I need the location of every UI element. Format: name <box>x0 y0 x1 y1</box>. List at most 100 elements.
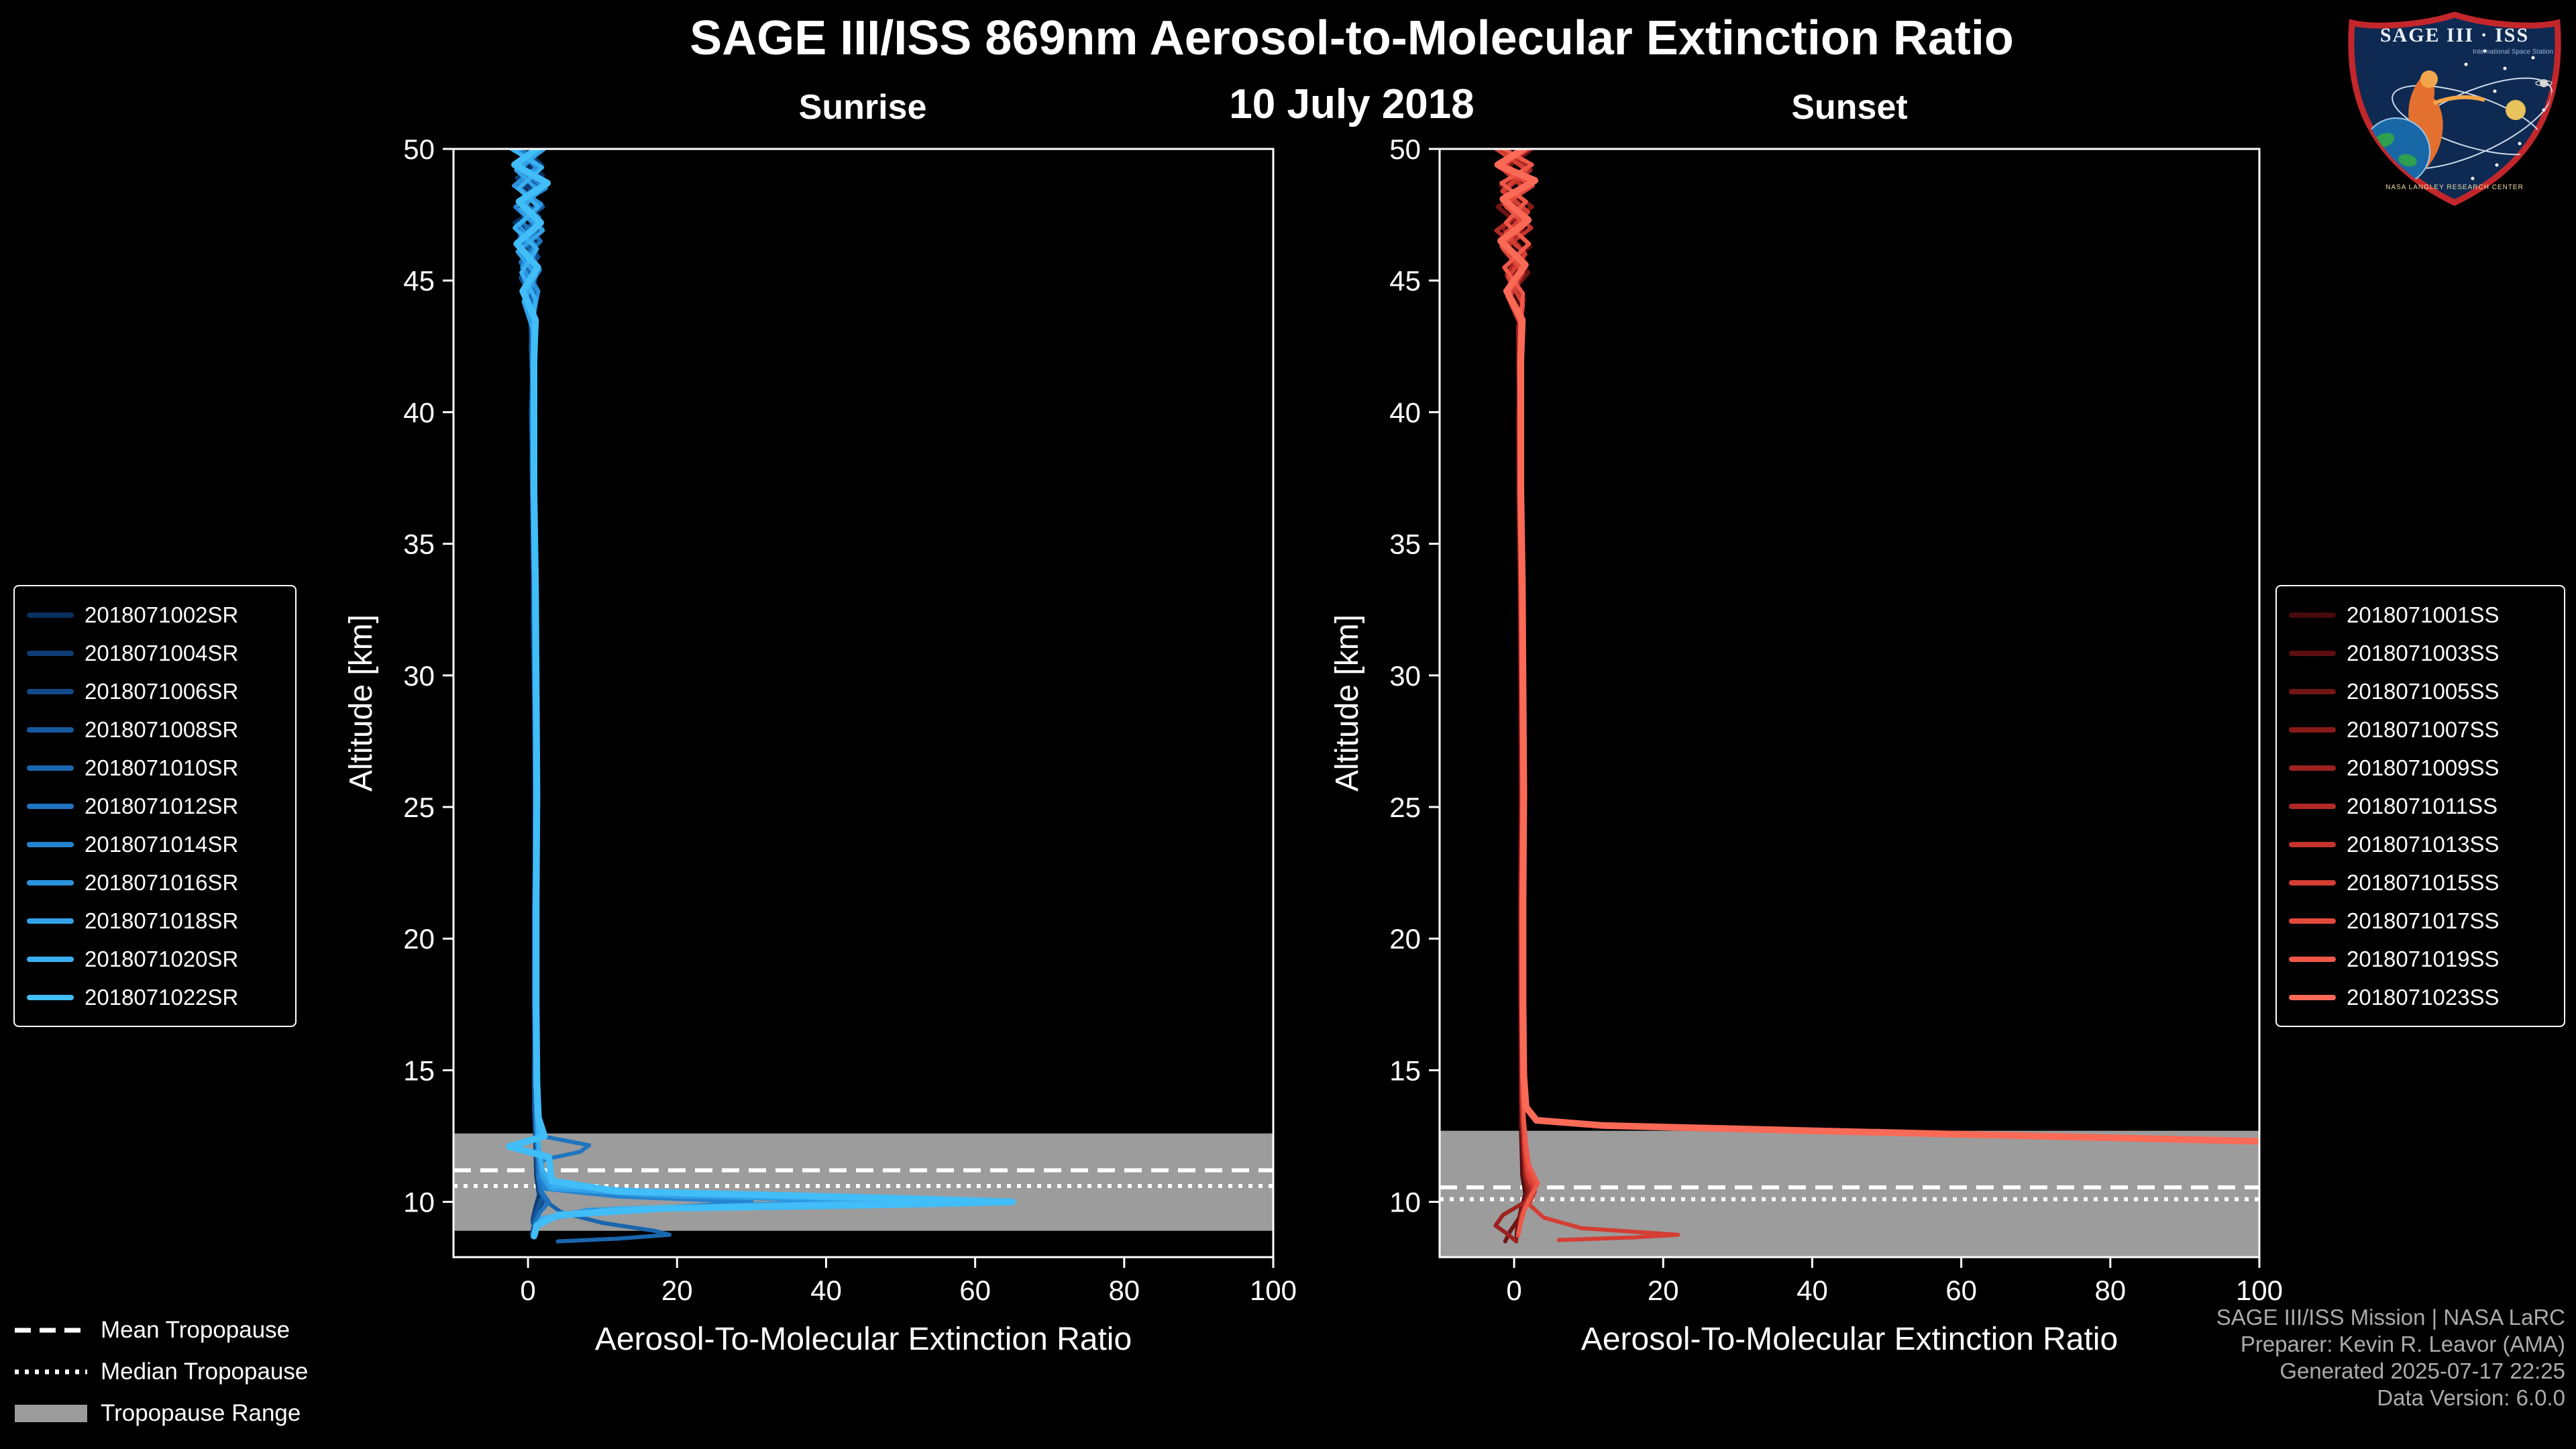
y-tick-label: 50 <box>403 133 435 165</box>
x-tick-label: 0 <box>520 1275 535 1306</box>
x-tick-label: 20 <box>661 1275 693 1306</box>
logo-ring-text: NASA LANGLEY RESEARCH CENTER <box>2385 184 2524 191</box>
legend-label: 2018071008SR <box>85 716 239 742</box>
y-tick-label: 10 <box>1389 1187 1421 1218</box>
credits: SAGE III/ISS Mission | NASA LaRC Prepare… <box>2216 1304 2565 1411</box>
legend-item: 2018071020SR <box>27 940 283 978</box>
logo-earth-icon <box>2362 117 2430 186</box>
x-tick-label: 40 <box>810 1275 842 1306</box>
dotted-line-icon <box>15 1369 87 1375</box>
x-tick-label: 100 <box>2236 1275 2283 1306</box>
legend-item: 2018071005SS <box>2289 672 2552 710</box>
x-tick-label: 60 <box>959 1275 991 1306</box>
legend-swatch-icon <box>27 803 74 809</box>
legend-item: 2018071003SS <box>2289 634 2552 672</box>
profile-line-2018071014SR <box>513 149 754 1236</box>
dashed-line-icon <box>15 1328 87 1333</box>
legend-item: 2018071013SS <box>2289 825 2552 863</box>
y-tick-label: 40 <box>1389 396 1421 428</box>
median-tropopause-label: Median Tropopause <box>101 1358 309 1385</box>
credits-data-version: Data Version: 6.0.0 <box>2377 1385 2565 1410</box>
sunset-legend: 2018071001SS 2018071003SS 2018071005SS 2018… <box>2275 585 2565 1027</box>
legend-item: 2018071023SS <box>2289 978 2552 1016</box>
profile-line-2018071023SS <box>1494 149 2259 1145</box>
y-tick-label: 35 <box>403 529 435 560</box>
legend-swatch-icon <box>2289 994 2336 1000</box>
y-tick-label: 35 <box>1389 529 1421 560</box>
legend-item: 2018071014SR <box>27 825 283 863</box>
legend-item: 2018071011SS <box>2289 787 2552 825</box>
legend-label: 2018071010SR <box>85 755 239 780</box>
credits-preparer: Preparer: Kevin R. Leavor (AMA) <box>2240 1332 2565 1356</box>
legend-item: 2018071007SS <box>2289 710 2552 749</box>
legend-swatch-icon <box>2289 841 2336 847</box>
legend-swatch-icon <box>2289 879 2336 885</box>
legend-item: 2018071022SR <box>27 978 283 1016</box>
median-tropopause-legend-item: Median Tropopause <box>13 1351 308 1393</box>
legend-label: 2018071011SS <box>2347 793 2498 818</box>
legend-swatch-icon <box>27 727 74 733</box>
legend-item: 2018071017SS <box>2289 902 2552 940</box>
x-tick-label: 100 <box>1250 1275 1297 1306</box>
legend-label: 2018071002SR <box>85 602 239 627</box>
y-tick-label: 15 <box>403 1055 435 1086</box>
legend-label: 2018071016SR <box>85 869 239 895</box>
y-tick-label: 30 <box>403 660 435 692</box>
legend-label: 2018071009SS <box>2347 755 2500 780</box>
y-tick-label: 30 <box>1389 660 1421 692</box>
legend-item: 2018071001SS <box>2289 596 2552 634</box>
sunrise-panel-title: Sunrise <box>798 88 927 127</box>
tropopause-range-legend-item: Tropopause Range <box>13 1393 308 1434</box>
legend-label: 2018071006SR <box>85 678 239 704</box>
x-axis-label: Aerosol-To-Molecular Extinction Ratio <box>595 1322 1132 1357</box>
legend-swatch-icon <box>27 956 74 962</box>
legend-item: 2018071006SR <box>27 672 283 710</box>
x-axis-label: Aerosol-To-Molecular Extinction Ratio <box>1581 1322 2118 1357</box>
legend-swatch-icon <box>27 918 74 924</box>
legend-label: 2018071012SR <box>85 793 239 818</box>
logo-subtitle: International Space Station <box>2473 48 2553 56</box>
y-tick-label: 20 <box>403 923 435 955</box>
y-tick-label: 50 <box>1389 133 1421 165</box>
y-tick-label: 25 <box>1389 792 1421 823</box>
y-axis-label: Altitude [km] <box>1330 614 1365 792</box>
profile-line-2018071018SR <box>514 149 918 1233</box>
profile-line-2018071020SR <box>509 149 963 1230</box>
y-tick-label: 25 <box>403 792 435 823</box>
sunrise-chart: 0 20 40 60 80 100 10 15 20 25 30 35 40 45 50 Aerosol-To… <box>343 133 1297 1357</box>
tropopause-range-band <box>1440 1130 2259 1257</box>
legend-swatch-icon <box>27 994 74 1000</box>
legend-swatch-icon <box>2289 727 2336 733</box>
legend-swatch-icon <box>27 612 74 618</box>
y-axis-label: Altitude [km] <box>343 614 379 792</box>
legend-label: 2018071001SS <box>2347 602 2500 627</box>
y-tick-label: 45 <box>1389 265 1421 297</box>
logo-stars-icon <box>2464 49 2546 180</box>
mission-logo: SAGE III · ISS International Space Stati… <box>2348 11 2561 206</box>
legend-label: 2018071007SS <box>2347 716 2500 742</box>
y-tick-label: 40 <box>403 396 435 428</box>
legend-label: 2018071003SS <box>2347 640 2500 665</box>
legend-swatch-icon <box>2289 956 2336 962</box>
legend-label: 2018071019SS <box>2347 946 2500 971</box>
credits-generated: Generated 2025-07-17 22:25 <box>2279 1358 2565 1383</box>
legend-label: 2018071015SS <box>2347 869 2500 895</box>
legend-swatch-icon <box>2289 765 2336 771</box>
legend-label: 2018071018SR <box>85 908 239 933</box>
x-tick-label: 60 <box>1945 1275 1977 1306</box>
legend-swatch-icon <box>27 688 74 694</box>
legend-label: 2018071020SR <box>85 946 239 971</box>
sunrise-legend: 2018071002SR 2018071004SR 2018071006SR 2018… <box>13 585 297 1027</box>
x-tick-label: 20 <box>1648 1275 1679 1306</box>
legend-label: 2018071004SR <box>85 640 239 665</box>
legend-swatch-icon <box>27 879 74 885</box>
logo-moon-icon <box>2506 79 2553 120</box>
legend-swatch-icon <box>27 765 74 771</box>
legend-item: 2018071009SS <box>2289 749 2552 787</box>
legend-item: 2018071019SS <box>2289 940 2552 978</box>
plot-frame <box>1438 148 2261 1258</box>
legend-label: 2018071017SS <box>2347 908 2500 933</box>
legend-swatch-icon <box>2289 612 2336 618</box>
legend-label: 2018071022SR <box>85 984 239 1010</box>
date-subtitle: 10 July 2018 <box>1229 81 1474 127</box>
